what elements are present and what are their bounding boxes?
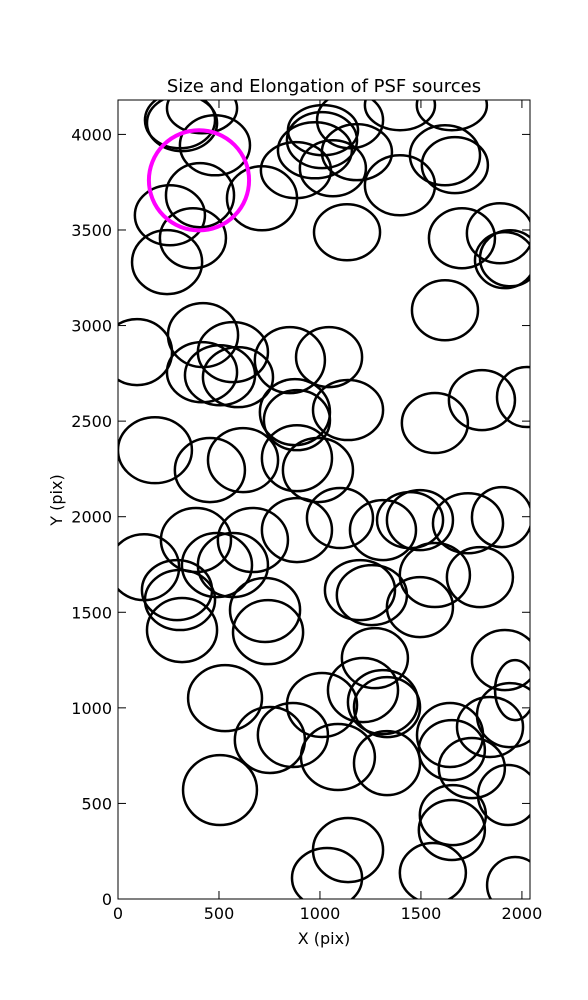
psf-ellipse (145, 100, 219, 153)
psf-ellipse (415, 100, 489, 132)
psf-ellipse (475, 681, 530, 749)
psf-ellipse (231, 598, 305, 666)
psf-ellipse (298, 138, 368, 198)
psf-ellipse (352, 729, 422, 797)
psf-ellipse (315, 100, 385, 150)
psf-ellipse (299, 722, 377, 792)
psf-ellipse (260, 423, 334, 493)
psf-ellipse (417, 798, 487, 862)
psf-ellipse (206, 426, 280, 494)
psf-ellipse (473, 230, 530, 290)
psf-ellipse (312, 203, 382, 262)
psf-ellipse (447, 368, 517, 432)
psf-ellipse (201, 345, 275, 409)
y-tick-label: 3000 (71, 317, 112, 336)
psf-ellipse (323, 558, 397, 622)
psf-ellipse (285, 110, 359, 170)
highlight-circle (146, 128, 252, 233)
psf-ellipse (346, 668, 420, 736)
psf-ellipse (305, 486, 375, 550)
psf-ellipse (326, 656, 400, 724)
psf-ellipse (260, 496, 334, 564)
psf-ellipse (340, 626, 410, 690)
psf-ellipse (183, 343, 257, 407)
psf-ellipse (398, 541, 472, 609)
psf-ellipse (408, 123, 482, 187)
psf-ellipse (363, 100, 437, 132)
psf-ellipse (253, 325, 327, 395)
x-tick-label: 0 (113, 904, 123, 923)
psf-ellipse (418, 783, 488, 847)
psf-ellipse (256, 701, 330, 769)
x-tick-label: 2000 (502, 904, 543, 923)
plot-marks (118, 100, 530, 899)
psf-ellipse (164, 161, 236, 229)
x-tick-label: 1000 (300, 904, 341, 923)
psf-ellipse (470, 485, 530, 549)
psf-ellipse (181, 753, 259, 827)
x-axis-label: X (pix) (298, 929, 351, 948)
psf-ellipse (228, 576, 302, 644)
y-tick-label: 500 (81, 794, 112, 813)
psf-ellipse (290, 846, 364, 899)
psf-ellipse (485, 855, 530, 899)
psf-ellipse (348, 498, 418, 562)
y-tick-label: 1000 (71, 699, 112, 718)
psf-ellipse (465, 201, 530, 265)
y-tick-label: 2500 (71, 412, 112, 431)
psf-ellipse (495, 365, 530, 429)
psf-ellipse (281, 436, 355, 504)
psf-ellipse (165, 100, 239, 135)
psf-ellipse (294, 325, 364, 389)
psf-ellipse (186, 663, 264, 733)
psf-ellipse (420, 135, 490, 195)
psf-ellipse (385, 488, 455, 552)
y-tick-label: 2000 (71, 508, 112, 527)
psf-ellipse (133, 184, 207, 247)
psf-ellipse (410, 279, 480, 342)
y-axis-label: Y (pix) (47, 474, 66, 526)
psf-ellipse (180, 531, 254, 599)
psf-ellipse (320, 122, 394, 182)
psf-ellipse (285, 671, 359, 739)
psf-ellipse (145, 596, 219, 664)
psf-ellipse (398, 841, 468, 899)
psf-ellipse (431, 491, 505, 555)
psf-ellipse (417, 718, 487, 782)
psf-ellipse (143, 568, 217, 632)
psf-ellipse (437, 736, 507, 800)
y-tick-label: 4000 (71, 125, 112, 144)
psf-ellipse (158, 206, 228, 270)
psf-ellipse (173, 436, 247, 504)
psf-ellipse (262, 388, 332, 452)
y-tick-label: 1500 (71, 603, 112, 622)
psf-ellipse (216, 506, 290, 574)
plot-frame (117, 99, 531, 900)
x-tick-label: 500 (204, 904, 235, 923)
psf-ellipse (130, 228, 204, 296)
psf-ellipse (400, 391, 470, 455)
psf-ellipse (427, 206, 497, 270)
chart-title: Size and Elongation of PSF sources (167, 76, 481, 97)
psf-ellipse (445, 545, 515, 609)
psf-ellipse (455, 695, 525, 759)
x-tick-label: 1500 (401, 904, 442, 923)
psf-ellipse (385, 575, 455, 639)
psf-ellipse (470, 628, 530, 692)
psf-ellipse (478, 229, 530, 288)
psf-ellipse (276, 121, 354, 180)
y-tick-label: 3500 (71, 221, 112, 240)
psf-ellipse (178, 114, 252, 177)
psf-ellipse (493, 658, 530, 722)
psf-ellipse (352, 675, 422, 739)
y-tick-label: 0 (102, 890, 112, 909)
psf-ellipse (118, 415, 194, 485)
psf-ellipse (311, 378, 385, 442)
